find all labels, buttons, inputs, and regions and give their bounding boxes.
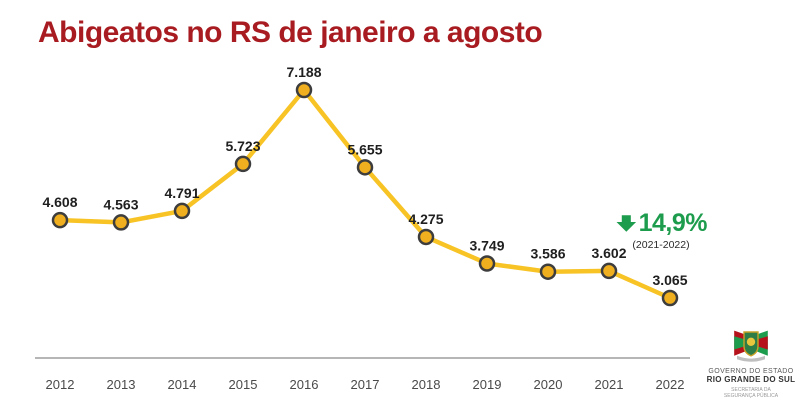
data-point — [295, 81, 313, 99]
x-tick-label: 2015 — [229, 377, 258, 392]
x-tick-label: 2021 — [595, 377, 624, 392]
x-tick-label: 2022 — [656, 377, 685, 392]
down-arrow-shape — [616, 215, 637, 232]
x-tick-label: 2019 — [473, 377, 502, 392]
data-point-label: 3.065 — [652, 272, 687, 288]
data-point — [356, 159, 374, 176]
data-point-label: 4.563 — [103, 196, 138, 212]
data-point — [112, 214, 130, 231]
logo-governo-text: GOVERNO DO ESTADO — [708, 368, 794, 375]
data-point — [661, 289, 679, 307]
data-point-label: 3.602 — [591, 245, 626, 261]
data-point-label: 5.723 — [225, 138, 260, 154]
data-point — [51, 211, 69, 229]
logo-state-name: RIO GRANDE DO SUL — [706, 375, 796, 384]
government-logo: GOVERNO DO ESTADO RIO GRANDE DO SUL SECR… — [706, 326, 796, 399]
data-point — [234, 155, 252, 173]
x-tick-label: 2018 — [412, 377, 441, 392]
percent-change-row: 14,9% — [615, 209, 708, 238]
data-point — [539, 263, 557, 280]
data-point — [478, 255, 496, 272]
x-tick-label: 2012 — [46, 377, 75, 392]
x-tick-label: 2017 — [351, 377, 380, 392]
chart-title: Abigeatos no RS de janeiro a agosto — [38, 16, 543, 49]
data-point-label: 4.608 — [42, 194, 77, 210]
x-tick-label: 2016 — [290, 377, 319, 392]
x-tick-label: 2020 — [534, 377, 563, 392]
data-point-label: 7.188 — [286, 64, 321, 80]
logo-secretaria-text: SECRETARIA DA SEGURANÇA PÚBLICA — [724, 387, 778, 399]
data-point-label: 4.275 — [408, 211, 443, 227]
x-tick-label: 2013 — [107, 377, 136, 392]
data-point-label: 3.749 — [469, 237, 504, 253]
down-arrow-icon — [616, 215, 637, 232]
data-point — [600, 262, 618, 280]
data-point-label: 4.791 — [164, 185, 199, 201]
series-line — [57, 87, 673, 301]
percent-change-period: (2021-2022) — [632, 239, 690, 251]
logo-secretaria-line1: SECRETARIA DA — [731, 387, 771, 393]
data-point-label: 5.655 — [347, 141, 382, 157]
percent-change-annotation: 14,9% (2021-2022) — [615, 209, 708, 251]
data-point-label: 3.586 — [530, 246, 565, 262]
logo-secretaria-line2: SEGURANÇA PÚBLICA — [723, 393, 779, 399]
x-tick-label: 2014 — [168, 377, 197, 392]
data-point — [417, 228, 435, 246]
data-point — [173, 202, 191, 220]
rs-coat-of-arms-icon — [734, 330, 768, 362]
percent-change-value: 14,9% — [638, 209, 708, 237]
